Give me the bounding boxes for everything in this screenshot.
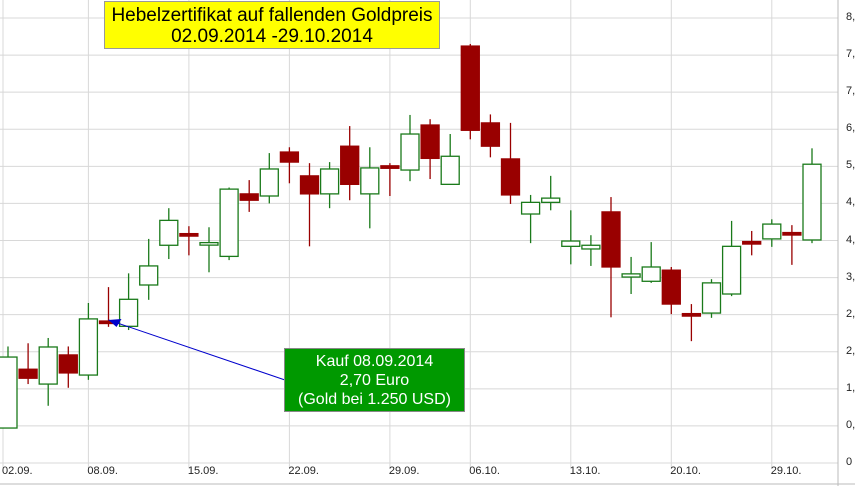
candle-body-up — [319, 168, 340, 195]
candle-body-up — [259, 168, 279, 197]
candle-body-up — [360, 167, 380, 195]
candle-body-up — [721, 245, 742, 295]
candle-body-down — [420, 124, 440, 160]
y-tick-label: 4,2 — [846, 233, 855, 246]
x-tick-label: 29.09. — [388, 465, 420, 477]
candle-body-up — [701, 282, 722, 314]
x-tick-label: 20.10. — [670, 465, 701, 477]
y-tick-label: 2,8 — [846, 307, 855, 320]
y-tick-label: 8,4 — [846, 11, 855, 23]
annotation-line-3: (Gold bei 1.250 USD) — [298, 391, 451, 408]
candle-body-down — [742, 240, 762, 245]
candle-body-down — [681, 312, 702, 317]
x-tick-label: 08.09. — [87, 465, 118, 477]
candle-body-up — [199, 241, 219, 246]
candle-body-down — [239, 193, 259, 201]
candle-body-up — [0, 356, 18, 429]
candle-body-up — [118, 298, 139, 327]
candle-body-down — [380, 165, 400, 169]
candle-body-up — [38, 346, 58, 385]
candle-body-down — [480, 122, 501, 147]
chart-subtitle: 02.09.2014 -29.10.2014 — [171, 26, 373, 47]
candle-body-down — [782, 231, 802, 236]
candle-body-down — [299, 175, 320, 195]
y-tick-label: 1,4 — [846, 381, 855, 394]
candle-body-up — [78, 318, 99, 376]
candle-body-up — [520, 201, 541, 215]
annotation-line-1: Kauf 08.09.2014 — [315, 353, 434, 370]
x-tick-label: 06.10. — [469, 465, 500, 477]
candle-body-up — [159, 219, 179, 246]
candle-body-up — [561, 240, 581, 247]
candle-body-up — [139, 265, 159, 286]
chart-title: Hebelzertifikat auf fallenden Goldpreis — [111, 5, 433, 26]
candle-body-down — [661, 269, 681, 305]
candle-body-up — [400, 133, 420, 171]
candle-body-down — [58, 354, 78, 374]
y-tick-label: 3,5 — [846, 270, 855, 283]
x-tick-label: 02.09. — [2, 465, 33, 477]
annotation-arrow-line — [108, 319, 286, 381]
y-tick-label: 0,7 — [846, 418, 855, 431]
candle-body-down — [460, 45, 480, 131]
y-tick-label: 4,9 — [846, 196, 855, 209]
candle-body-up — [541, 197, 561, 204]
x-tick-label: 29.10. — [770, 465, 802, 477]
candle-body-down — [500, 158, 521, 196]
candle-body-up — [440, 155, 460, 185]
candle-body-up — [802, 163, 822, 241]
candle-body-up — [621, 273, 641, 278]
y-tick-label: 2,1 — [846, 344, 855, 357]
x-tick-label: 15.09. — [187, 465, 219, 477]
x-tick-label: 13.10. — [569, 465, 601, 477]
annotation-line-2: 2,70 Euro — [339, 372, 410, 389]
candle-body-down — [18, 368, 38, 379]
y-tick-label: 7,7 — [846, 48, 855, 61]
annotation-arrow-head — [108, 318, 122, 327]
y-tick-label: 6,3 — [846, 122, 855, 135]
candle-body-down — [279, 151, 300, 163]
y-tick-label: 5,6 — [846, 159, 855, 172]
candle-body-down — [340, 145, 360, 185]
candle-body-up — [581, 244, 601, 250]
candle-body-up — [219, 188, 239, 258]
y-tick-label: 7,0 — [846, 85, 855, 98]
candle-body-down — [179, 232, 199, 237]
y-tick-label: 0 — [846, 456, 853, 468]
candle-body-up — [762, 223, 782, 240]
purchase-annotation: Kauf 08.09.2014 2,70 Euro (Gold bei 1.25… — [284, 348, 465, 412]
chart-title-box: Hebelzertifikat auf fallenden Goldpreis … — [104, 1, 440, 49]
candle-body-up — [641, 266, 661, 282]
x-tick-label: 22.09. — [288, 465, 319, 477]
candle-body-down — [601, 211, 621, 268]
